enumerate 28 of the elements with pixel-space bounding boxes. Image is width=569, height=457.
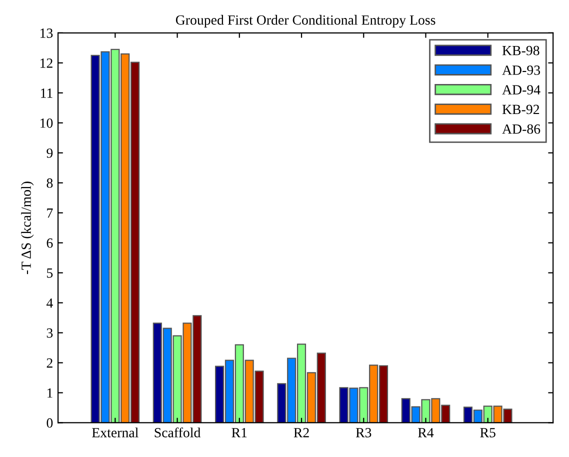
legend-label: AD-86 [502, 124, 540, 134]
y-tick-label: 11 [41, 88, 52, 98]
x-tick-label: R1 [232, 428, 247, 438]
y-tick-label: 6 [46, 238, 53, 248]
y-tick-label: 0 [46, 418, 53, 428]
y-tick-label: 13 [40, 28, 53, 38]
x-tick-label: R3 [356, 428, 372, 438]
y-tick-label: 3 [46, 328, 53, 338]
y-tick-label: 4 [46, 298, 53, 308]
x-tick-label: R5 [480, 428, 496, 438]
legend-label: KB-98 [502, 46, 540, 56]
y-tick-label: 10 [40, 118, 53, 128]
y-tick-label: 12 [40, 58, 52, 68]
x-tick-label: R4 [418, 428, 434, 438]
x-tick-label: Scaffold [154, 427, 201, 438]
y-tick-label: 1 [47, 388, 52, 398]
x-tick-label: External [92, 428, 138, 438]
y-tick-label: 5 [47, 268, 53, 278]
y-tick-label: 2 [46, 358, 52, 368]
y-tick-label: 8 [46, 178, 53, 188]
x-tick-label: R2 [294, 428, 309, 438]
legend-label: KB-92 [502, 104, 540, 114]
y-tick-label: 7 [47, 208, 53, 218]
legend-label: AD-93 [502, 66, 540, 75]
y-tick-label: 9 [46, 148, 53, 158]
legend-label: AD-94 [502, 85, 540, 95]
y-axis-title: -T ΔS (kcal/mol) [21, 182, 34, 274]
chart-title: Grouped First Order Conditional Entropy Loss [176, 14, 436, 28]
